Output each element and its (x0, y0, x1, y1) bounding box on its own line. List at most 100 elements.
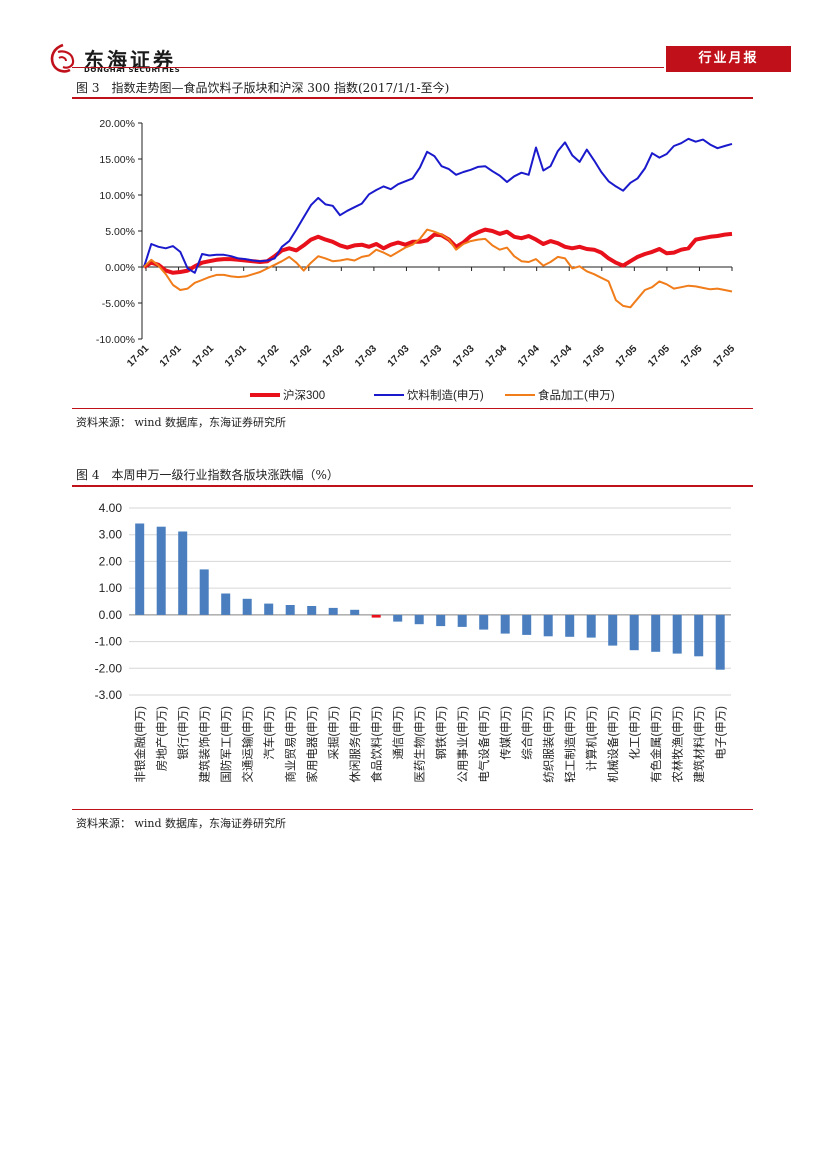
header-rule (72, 67, 664, 68)
figure4-bar (608, 614, 618, 646)
figure3-x-tick-label: 17-05 (614, 343, 640, 369)
figure4-category-label: 银行(申万) (176, 706, 190, 760)
figure3-y-tick-label: -5.00% (102, 298, 135, 310)
figure4-bar (199, 569, 209, 615)
figure4-category-label: 有色金属(申万) (649, 706, 663, 783)
figure3-series-line-2 (143, 137, 733, 274)
figure4-category-label: 非银金融(申万) (133, 706, 147, 783)
figure4-category-label: 国防军工(申万) (219, 706, 233, 783)
figure4-plot-area (129, 507, 731, 696)
figure4-bar-chart: 4.00 3.00 2.00 1.00 0.00 -1.00 -2.00 -3.00 非银金融… (95, 501, 731, 783)
figure3-y-tick-label: 5.00% (105, 226, 135, 238)
figure3-series-line-1 (142, 227, 733, 275)
figure3-plot-area (141, 123, 732, 339)
figure3-top-rule (72, 97, 753, 99)
figure4-bar (586, 614, 596, 638)
figure4-bar (221, 593, 231, 615)
figure4-y-tick-label: -1.00 (95, 635, 123, 649)
figure3-y-tick-label: 20.00% (99, 118, 135, 130)
figure3-legend-label: 食品加工(申万) (538, 388, 615, 402)
figure3-x-tick-label: 17-04 (483, 343, 509, 369)
figure4-y-tick-label: 1.00 (99, 581, 123, 595)
figure3-x-tick-label: 17-01 (125, 343, 151, 369)
figure3-x-tick-label: 17-03 (451, 343, 477, 369)
figure4-y-tick-label: 4.00 (99, 501, 123, 515)
figure4-category-label: 轻工制造(申万) (563, 706, 577, 783)
figure3-x-tick-label: 17-03 (386, 343, 412, 369)
figure4-bar (479, 614, 489, 630)
figure4-bar (457, 614, 467, 627)
figure4-bar (371, 614, 381, 618)
figure4-bar (242, 598, 252, 615)
figure4-source: 资料来源： wind 数据库，东海证券研究所 (76, 817, 287, 830)
figure4-category-label: 纺织服装(申万) (541, 706, 555, 783)
figure4-bar (350, 609, 360, 615)
figure4-category-label: 汽车(申万) (262, 706, 276, 760)
figure3-x-tick-label: 17-02 (288, 343, 314, 369)
figure3-x-tick-label: 17-02 (255, 343, 281, 369)
figure3-legend-label: 沪深300 (283, 388, 325, 402)
figure3-x-tick-label: 17-04 (516, 343, 542, 369)
figure4-bar (565, 614, 575, 637)
figure4-bars (135, 523, 725, 670)
figure3-x-tick-label: 17-05 (646, 343, 672, 369)
figure3-y-tick-label: -10.00% (96, 334, 135, 346)
figure3-x-tick-label: 17-02 (321, 343, 347, 369)
figure3-y-tick-label: 0.00% (105, 262, 135, 274)
figure4-bar (264, 603, 274, 615)
figure4-category-label: 采掘(申万) (326, 706, 340, 760)
figure4-category-label: 建筑装饰(申万) (197, 706, 211, 783)
figure4-category-label: 综合(申万) (520, 706, 534, 760)
figure4-bar (500, 614, 510, 634)
figure4-y-axis: 4.00 3.00 2.00 1.00 0.00 -1.00 -2.00 -3.00 (95, 501, 123, 702)
figure3-legend: 沪深300 饮料制造(申万) 食品加工(申万) (250, 388, 615, 402)
figure3-series (142, 137, 733, 309)
figure3-y-axis: 20.00% 15.00% 10.00% 5.00% 0.00% -5.00% -10.00… (96, 118, 142, 346)
figure3-title: 图 3 指数走势图—食品饮料子版块和沪深 300 指数(2017/1/1-至今) (76, 81, 450, 95)
company-name-en: DONGHAI SECURITIES (84, 66, 181, 74)
figure3-y-tick-label: 10.00% (99, 190, 135, 202)
figure4-bar (715, 614, 725, 670)
figure3-x-tick-label: 17-01 (190, 343, 216, 369)
figure4-bar (436, 614, 446, 627)
figure4-category-label: 电气设备(申万) (477, 706, 491, 783)
figure4-category-label: 机械设备(申万) (606, 706, 620, 783)
figure4-bar (156, 526, 166, 615)
figure3-x-tick-label: 17-05 (581, 343, 607, 369)
figure3-y-tick-label: 15.00% (99, 154, 135, 166)
figure4-category-label: 建筑材料(申万) (692, 706, 706, 783)
figure3-series-line-3 (143, 228, 733, 309)
figure4-bar (672, 614, 682, 654)
figure4-bar (522, 614, 532, 635)
figure4-category-label: 传媒(申万) (498, 706, 512, 760)
figure4-bar (285, 605, 295, 615)
figure4-x-axis: 非银金融(申万) 房地产(申万) 银行(申万) 建筑装饰(申万) 国防军工(申万) 交通运… (133, 706, 728, 783)
figure4-y-tick-label: 2.00 (99, 554, 123, 568)
figure4-bar (135, 523, 145, 615)
figure4-bar (414, 614, 424, 625)
figure4-title: 图 4 本周申万一级行业指数各版块涨跌幅（%） (76, 468, 339, 482)
figure4-category-label: 商业贸易(申万) (283, 706, 297, 783)
figure4-category-label: 公用事业(申万) (456, 706, 469, 783)
figure4-category-label: 休闲服务(申万) (348, 706, 362, 783)
logo-mark-icon (50, 43, 75, 73)
figure4-bar (307, 606, 317, 615)
figure4-bar (694, 614, 704, 657)
figure3-x-tick-label: 17-01 (158, 343, 184, 369)
company-name-cn: 东海证券 (84, 48, 176, 72)
figure3-source: 资料来源： wind 数据库，东海证券研究所 (76, 416, 287, 429)
figure4-category-label: 钢铁(申万) (435, 706, 448, 760)
figure4-category-label: 家用电器(申万) (305, 706, 319, 783)
figure4-y-tick-label: 0.00 (99, 608, 123, 622)
figure3-x-tick-label: 17-01 (223, 343, 249, 369)
figure4-category-label: 食品饮料(申万) (369, 706, 383, 783)
figure4-bottom-rule (72, 809, 753, 810)
figure3-x-tick-label: 17-04 (548, 343, 574, 369)
figure4-y-tick-label: -3.00 (95, 688, 123, 702)
figure4-category-label: 计算机(申万) (584, 706, 598, 771)
figure4-y-tick-label: -2.00 (95, 661, 123, 675)
figure4-category-label: 交通运输(申万) (240, 706, 254, 783)
figure4-bar (328, 607, 338, 615)
figure4-category-label: 电子(申万) (714, 706, 727, 760)
report-type-badge: 行业月报 (666, 46, 791, 72)
